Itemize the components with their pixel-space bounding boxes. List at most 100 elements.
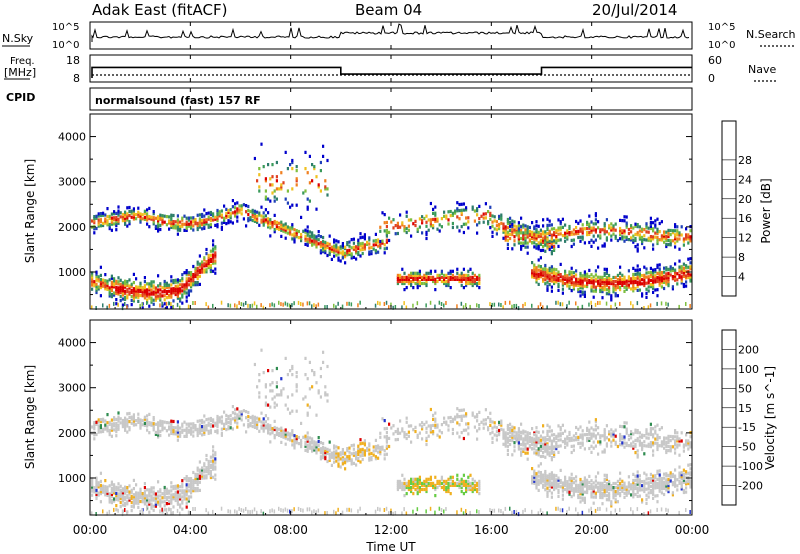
power-cell bbox=[97, 212, 100, 216]
power-cell bbox=[306, 231, 309, 235]
velocity-cell bbox=[317, 448, 320, 452]
power-cell bbox=[599, 300, 601, 305]
velocity-cell bbox=[502, 430, 505, 434]
power-cell bbox=[682, 237, 685, 241]
power-cell bbox=[471, 275, 474, 279]
velocity-cell bbox=[546, 474, 549, 478]
velocity-cell bbox=[561, 483, 564, 487]
velocity-cell bbox=[385, 444, 388, 448]
power-cell bbox=[139, 212, 142, 216]
power-cell bbox=[610, 298, 613, 302]
power-cell bbox=[603, 281, 606, 286]
power-cell bbox=[113, 293, 116, 297]
velocity-cell bbox=[575, 485, 578, 489]
power-cell bbox=[557, 284, 560, 288]
velocity-cell bbox=[522, 429, 525, 433]
velocity-cell bbox=[447, 483, 450, 487]
velocity-cell bbox=[462, 414, 465, 418]
velocity-cell bbox=[379, 452, 382, 456]
power-cell bbox=[594, 269, 597, 273]
velocity-cell bbox=[495, 434, 498, 438]
power-cell bbox=[471, 277, 474, 281]
velocity-cell bbox=[575, 438, 578, 442]
power-cell bbox=[168, 215, 171, 219]
power-cell bbox=[687, 237, 690, 241]
velocity-cell bbox=[326, 393, 329, 397]
power-cell bbox=[130, 282, 133, 286]
velocity-cell bbox=[306, 447, 309, 451]
power-cell bbox=[220, 209, 223, 213]
velocity-cell bbox=[526, 431, 529, 435]
power-cell bbox=[414, 277, 417, 281]
velocity-cell bbox=[152, 426, 155, 430]
power-cell bbox=[462, 230, 465, 235]
velocity-cell bbox=[557, 482, 560, 486]
power-cell bbox=[174, 284, 177, 288]
power-cell bbox=[579, 284, 582, 288]
velocity-cell bbox=[185, 479, 188, 483]
velocity-cell bbox=[513, 430, 516, 434]
power-cell bbox=[311, 235, 314, 239]
power-cell bbox=[647, 238, 650, 242]
power-cell bbox=[440, 271, 443, 275]
power-cell bbox=[97, 218, 100, 222]
power-cell bbox=[102, 211, 105, 215]
power-cell bbox=[667, 284, 670, 288]
velocity-cell bbox=[533, 441, 536, 445]
velocity-cell bbox=[242, 508, 245, 513]
power-cell bbox=[546, 227, 549, 232]
power-cell bbox=[460, 208, 463, 212]
velocity-cell bbox=[429, 481, 432, 485]
velocity-cell bbox=[403, 435, 406, 439]
velocity-cell bbox=[181, 507, 184, 511]
velocity-cell bbox=[416, 477, 419, 481]
power-cell bbox=[172, 281, 175, 285]
velocity-cell bbox=[264, 414, 267, 418]
power-cell bbox=[528, 229, 531, 234]
power-cell bbox=[337, 258, 340, 262]
power-cell bbox=[137, 214, 140, 218]
power-cell bbox=[152, 284, 155, 288]
power-cell bbox=[570, 270, 573, 274]
power-cell bbox=[361, 235, 364, 239]
velocity-cell bbox=[110, 424, 113, 428]
velocity-cell bbox=[537, 482, 540, 486]
velocity-cell bbox=[590, 483, 593, 487]
power-cell bbox=[429, 201, 432, 206]
velocity-cell bbox=[267, 417, 270, 421]
power-cell bbox=[524, 302, 526, 307]
power-cell bbox=[610, 228, 613, 232]
velocity-cell bbox=[209, 465, 212, 469]
power-cell bbox=[346, 241, 349, 245]
velocity-cell bbox=[108, 492, 111, 496]
power-cell bbox=[564, 239, 567, 243]
power-cell bbox=[113, 283, 116, 287]
velocity-cell bbox=[454, 483, 457, 487]
velocity-cell bbox=[93, 425, 96, 429]
power-cell bbox=[577, 305, 579, 310]
power-cell bbox=[658, 271, 661, 275]
velocity-cell bbox=[99, 500, 102, 504]
power-cell bbox=[504, 230, 507, 234]
power-cell bbox=[139, 218, 142, 222]
velocity-cell bbox=[608, 492, 611, 496]
power-cell bbox=[652, 227, 655, 231]
velocity-cell bbox=[170, 508, 172, 512]
velocity-cell bbox=[416, 492, 419, 496]
power-cell bbox=[638, 276, 641, 280]
power-cell bbox=[306, 301, 309, 306]
velocity-cell bbox=[203, 426, 206, 430]
velocity-cell bbox=[242, 409, 245, 413]
velocity-cell bbox=[550, 495, 553, 499]
velocity-cell bbox=[143, 492, 146, 496]
velocity-cell bbox=[594, 495, 597, 499]
power-cell bbox=[113, 218, 116, 222]
power-cell bbox=[209, 210, 212, 215]
power-cell bbox=[583, 272, 586, 276]
power-cell bbox=[179, 305, 181, 310]
power-cell bbox=[473, 209, 476, 213]
power-cell bbox=[115, 217, 118, 222]
velocity-cell bbox=[535, 474, 538, 478]
velocity-cell bbox=[561, 423, 564, 427]
velocity-cell bbox=[511, 435, 514, 439]
